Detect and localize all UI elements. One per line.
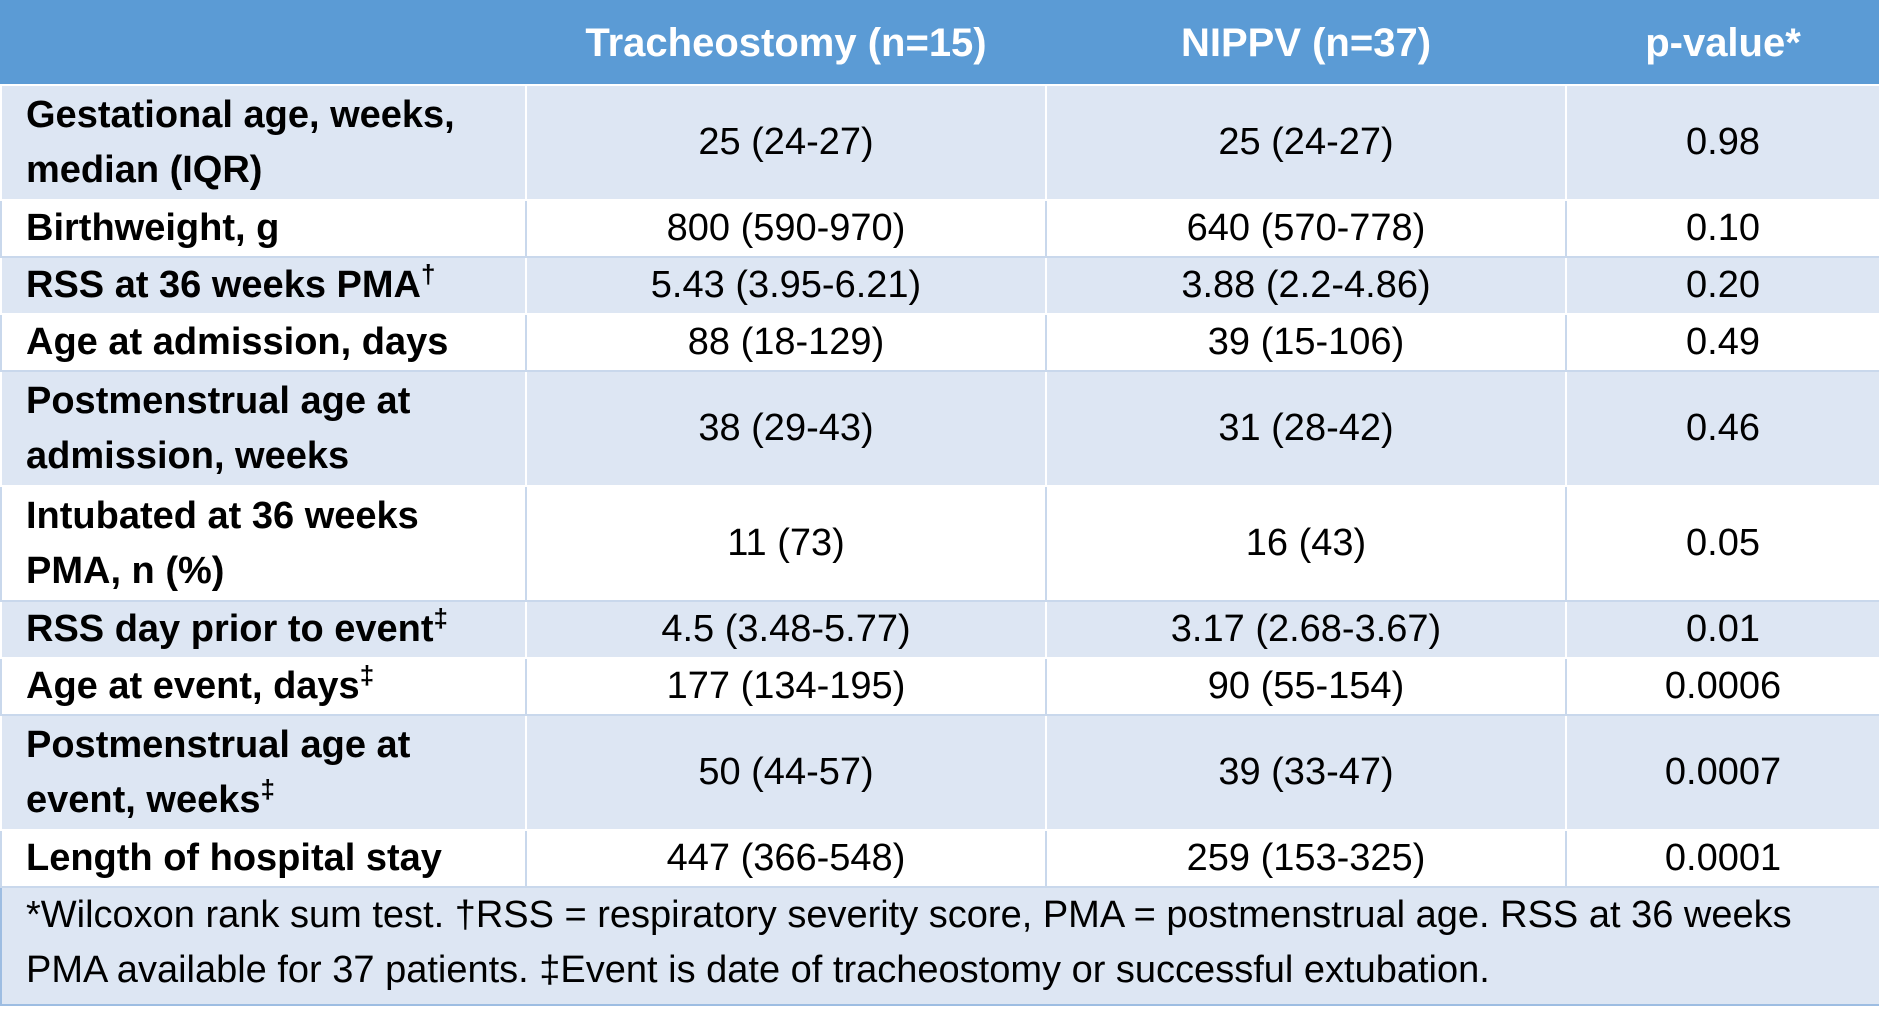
row-label-text: Postmenstrual age at admission, weeks	[26, 379, 411, 477]
table-row: Age at admission, days 88 (18-129) 39 (15-…	[0, 313, 1879, 372]
row-label-text: Intubated at 36 weeks PMA, n (%)	[26, 494, 419, 592]
row-label-text: Length of hospital stay	[26, 837, 442, 879]
nippv-value: 25 (24-27)	[1045, 84, 1567, 201]
table-row: Postmenstrual age at admission, weeks 38 …	[0, 370, 1879, 487]
row-label-text: Age at admission, days	[26, 321, 449, 363]
row-label-text: RSS at 36 weeks PMA	[26, 264, 421, 306]
table-row: Gestational age, weeks, median (IQR) 25 (…	[0, 84, 1879, 201]
tracheostomy-value: 38 (29-43)	[525, 370, 1047, 487]
row-label-text: Postmenstrual age at event, weeks	[26, 723, 411, 821]
tracheostomy-value: 4.5 (3.48-5.77)	[525, 600, 1047, 659]
header-blank-cell	[0, 0, 527, 86]
nippv-value: 39 (15-106)	[1045, 313, 1567, 372]
p-value: 0.98	[1565, 84, 1879, 201]
p-value: 0.01	[1565, 600, 1879, 659]
table-row: Postmenstrual age at event, weeks‡ 50 (44…	[0, 714, 1879, 831]
footnote-marker: ‡	[260, 773, 275, 804]
tracheostomy-value: 25 (24-27)	[525, 84, 1047, 201]
table-row: Age at event, days‡ 177 (134-195) 90 (55-1…	[0, 657, 1879, 716]
row-label: Intubated at 36 weeks PMA, n (%)	[0, 485, 527, 602]
table-footnote: *Wilcoxon rank sum test. †RSS = respirat…	[0, 886, 1879, 1006]
footnote-marker: †	[420, 259, 436, 289]
tracheostomy-value: 177 (134-195)	[525, 657, 1047, 716]
nippv-value: 16 (43)	[1045, 485, 1567, 602]
row-label-text: Birthweight, g	[26, 207, 280, 249]
nippv-value: 31 (28-42)	[1045, 370, 1567, 487]
row-label: Age at event, days‡	[0, 657, 527, 716]
header-tracheostomy: Tracheostomy (n=15)	[525, 0, 1047, 86]
table-row: RSS at 36 weeks PMA† 5.43 (3.95-6.21) 3.88…	[0, 256, 1879, 315]
nippv-value: 640 (570-778)	[1045, 199, 1567, 258]
table-body: Gestational age, weeks, median (IQR) 25 (…	[0, 84, 1879, 888]
p-value: 0.0006	[1565, 657, 1879, 716]
row-label: Age at admission, days	[0, 313, 527, 372]
row-label: RSS at 36 weeks PMA†	[0, 256, 527, 315]
p-value: 0.05	[1565, 485, 1879, 602]
row-label: Gestational age, weeks, median (IQR)	[0, 84, 527, 201]
tracheostomy-value: 5.43 (3.95-6.21)	[525, 256, 1047, 315]
row-label-text: Gestational age, weeks, median (IQR)	[26, 93, 455, 191]
header-row: Tracheostomy (n=15) NIPPV (n=37) p-value…	[0, 0, 1879, 86]
table-row: Birthweight, g 800 (590-970) 640 (570-778)…	[0, 199, 1879, 258]
footnote-row: *Wilcoxon rank sum test. †RSS = respirat…	[0, 886, 1879, 1006]
header-p-value: p-value*	[1565, 0, 1879, 86]
tracheostomy-value: 88 (18-129)	[525, 313, 1047, 372]
row-label: Length of hospital stay	[0, 829, 527, 888]
table-row: Intubated at 36 weeks PMA, n (%) 11 (73) 1…	[0, 485, 1879, 602]
p-value: 0.0001	[1565, 829, 1879, 888]
p-value: 0.20	[1565, 256, 1879, 315]
nippv-value: 90 (55-154)	[1045, 657, 1567, 716]
p-value: 0.10	[1565, 199, 1879, 258]
tracheostomy-value: 447 (366-548)	[525, 829, 1047, 888]
row-label: Birthweight, g	[0, 199, 527, 258]
footnote-marker: ‡	[359, 660, 375, 690]
table-row: Length of hospital stay 447 (366-548) 259 …	[0, 829, 1879, 888]
nippv-value: 3.17 (2.68-3.67)	[1045, 600, 1567, 659]
tracheostomy-value: 50 (44-57)	[525, 714, 1047, 831]
row-label-text: Age at event, days	[26, 665, 360, 707]
row-label: Postmenstrual age at event, weeks‡	[0, 714, 527, 831]
nippv-value: 39 (33-47)	[1045, 714, 1567, 831]
tracheostomy-value: 800 (590-970)	[525, 199, 1047, 258]
row-label-text: RSS day prior to event	[26, 608, 434, 650]
header-nippv: NIPPV (n=37)	[1045, 0, 1567, 86]
row-label: RSS day prior to event‡	[0, 600, 527, 659]
p-value: 0.0007	[1565, 714, 1879, 831]
nippv-value: 3.88 (2.2-4.86)	[1045, 256, 1567, 315]
row-label: Postmenstrual age at admission, weeks	[0, 370, 527, 487]
p-value: 0.49	[1565, 313, 1879, 372]
nippv-value: 259 (153-325)	[1045, 829, 1567, 888]
tracheostomy-value: 11 (73)	[525, 485, 1047, 602]
p-value: 0.46	[1565, 370, 1879, 487]
table-row: RSS day prior to event‡ 4.5 (3.48-5.77) 3.…	[0, 600, 1879, 659]
footnote-marker: ‡	[433, 603, 449, 633]
